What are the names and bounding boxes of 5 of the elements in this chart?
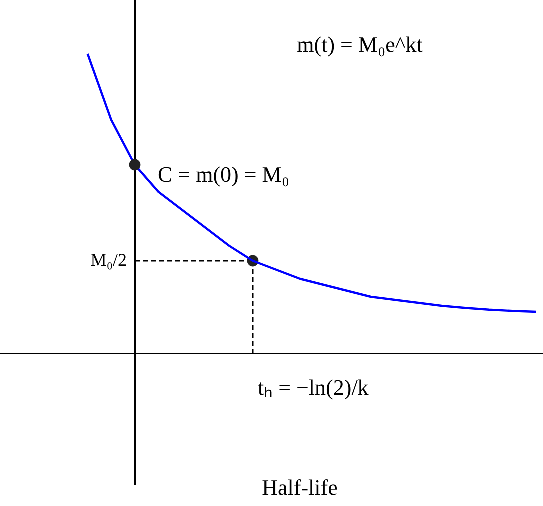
text: tₕ = −ln(2)/k — [258, 375, 369, 400]
annotation: C = m(0) = M₀ — [158, 162, 290, 187]
annotation: m(t) = M₀e^kt — [297, 32, 423, 57]
ref-line-label: M₀/2 — [90, 250, 127, 270]
text: Half-life — [262, 475, 338, 500]
